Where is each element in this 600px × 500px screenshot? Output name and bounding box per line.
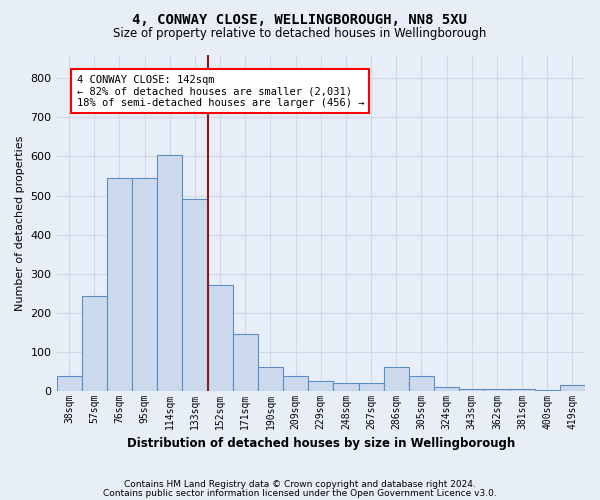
Bar bbox=[308, 381, 334, 390]
Bar bbox=[233, 334, 258, 390]
Bar bbox=[132, 178, 157, 390]
Text: 4, CONWAY CLOSE, WELLINGBOROUGH, NN8 5XU: 4, CONWAY CLOSE, WELLINGBOROUGH, NN8 5XU bbox=[133, 12, 467, 26]
Bar bbox=[157, 154, 182, 390]
Bar bbox=[182, 200, 208, 390]
Bar bbox=[560, 385, 585, 390]
Bar bbox=[484, 389, 509, 390]
Y-axis label: Number of detached properties: Number of detached properties bbox=[15, 135, 25, 310]
Bar bbox=[409, 376, 434, 390]
Bar bbox=[258, 367, 283, 390]
Bar bbox=[283, 376, 308, 390]
Bar bbox=[334, 383, 359, 390]
Text: Contains public sector information licensed under the Open Government Licence v3: Contains public sector information licen… bbox=[103, 488, 497, 498]
Text: Contains HM Land Registry data © Crown copyright and database right 2024.: Contains HM Land Registry data © Crown c… bbox=[124, 480, 476, 489]
Bar bbox=[434, 386, 459, 390]
Text: 4 CONWAY CLOSE: 142sqm
← 82% of detached houses are smaller (2,031)
18% of semi-: 4 CONWAY CLOSE: 142sqm ← 82% of detached… bbox=[77, 74, 364, 108]
Bar bbox=[383, 367, 409, 390]
Bar bbox=[359, 383, 383, 390]
Bar bbox=[82, 296, 107, 390]
X-axis label: Distribution of detached houses by size in Wellingborough: Distribution of detached houses by size … bbox=[127, 437, 515, 450]
Text: Size of property relative to detached houses in Wellingborough: Size of property relative to detached ho… bbox=[113, 28, 487, 40]
Bar bbox=[459, 388, 484, 390]
Bar bbox=[56, 376, 82, 390]
Bar bbox=[107, 178, 132, 390]
Bar bbox=[208, 286, 233, 391]
